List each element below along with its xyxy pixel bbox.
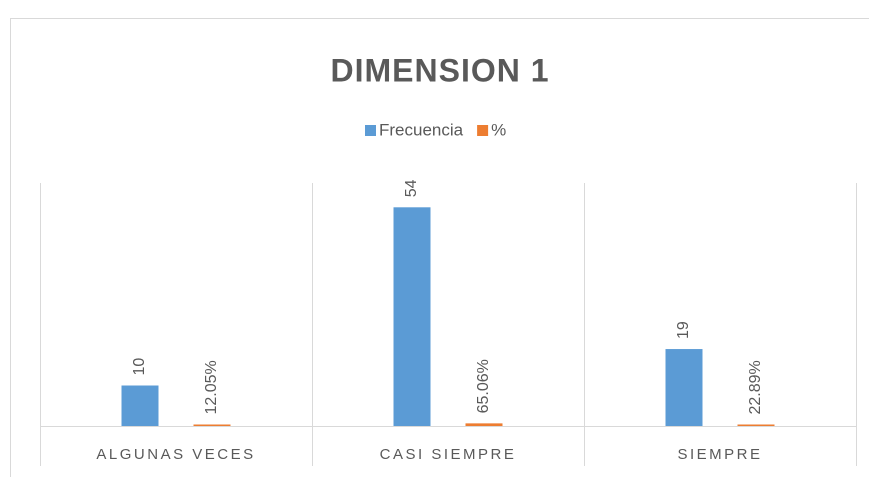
data-label: 19 <box>675 321 692 339</box>
data-label: 22.89% <box>747 360 764 414</box>
data-label: 10 <box>131 358 148 376</box>
legend-swatch <box>365 125 376 136</box>
x-tick-label: CASI SIEMPRE <box>380 446 517 463</box>
bar <box>193 424 231 426</box>
legend-label: % <box>491 120 506 139</box>
x-tick-label: SIEMPRE <box>677 446 762 463</box>
bar <box>665 349 703 426</box>
legend-swatch <box>477 125 489 136</box>
x-tick-label: ALGUNAS VECES <box>96 446 255 463</box>
data-label: 12.05% <box>203 360 220 414</box>
bar <box>393 207 431 426</box>
data-label: 54 <box>403 179 420 197</box>
bar <box>465 423 503 426</box>
chart-title: DIMENSION 1 <box>330 52 549 88</box>
bar <box>121 385 159 426</box>
data-label: 65.06% <box>475 359 492 413</box>
legend-label: Frecuencia <box>379 120 464 139</box>
bar <box>737 424 775 426</box>
